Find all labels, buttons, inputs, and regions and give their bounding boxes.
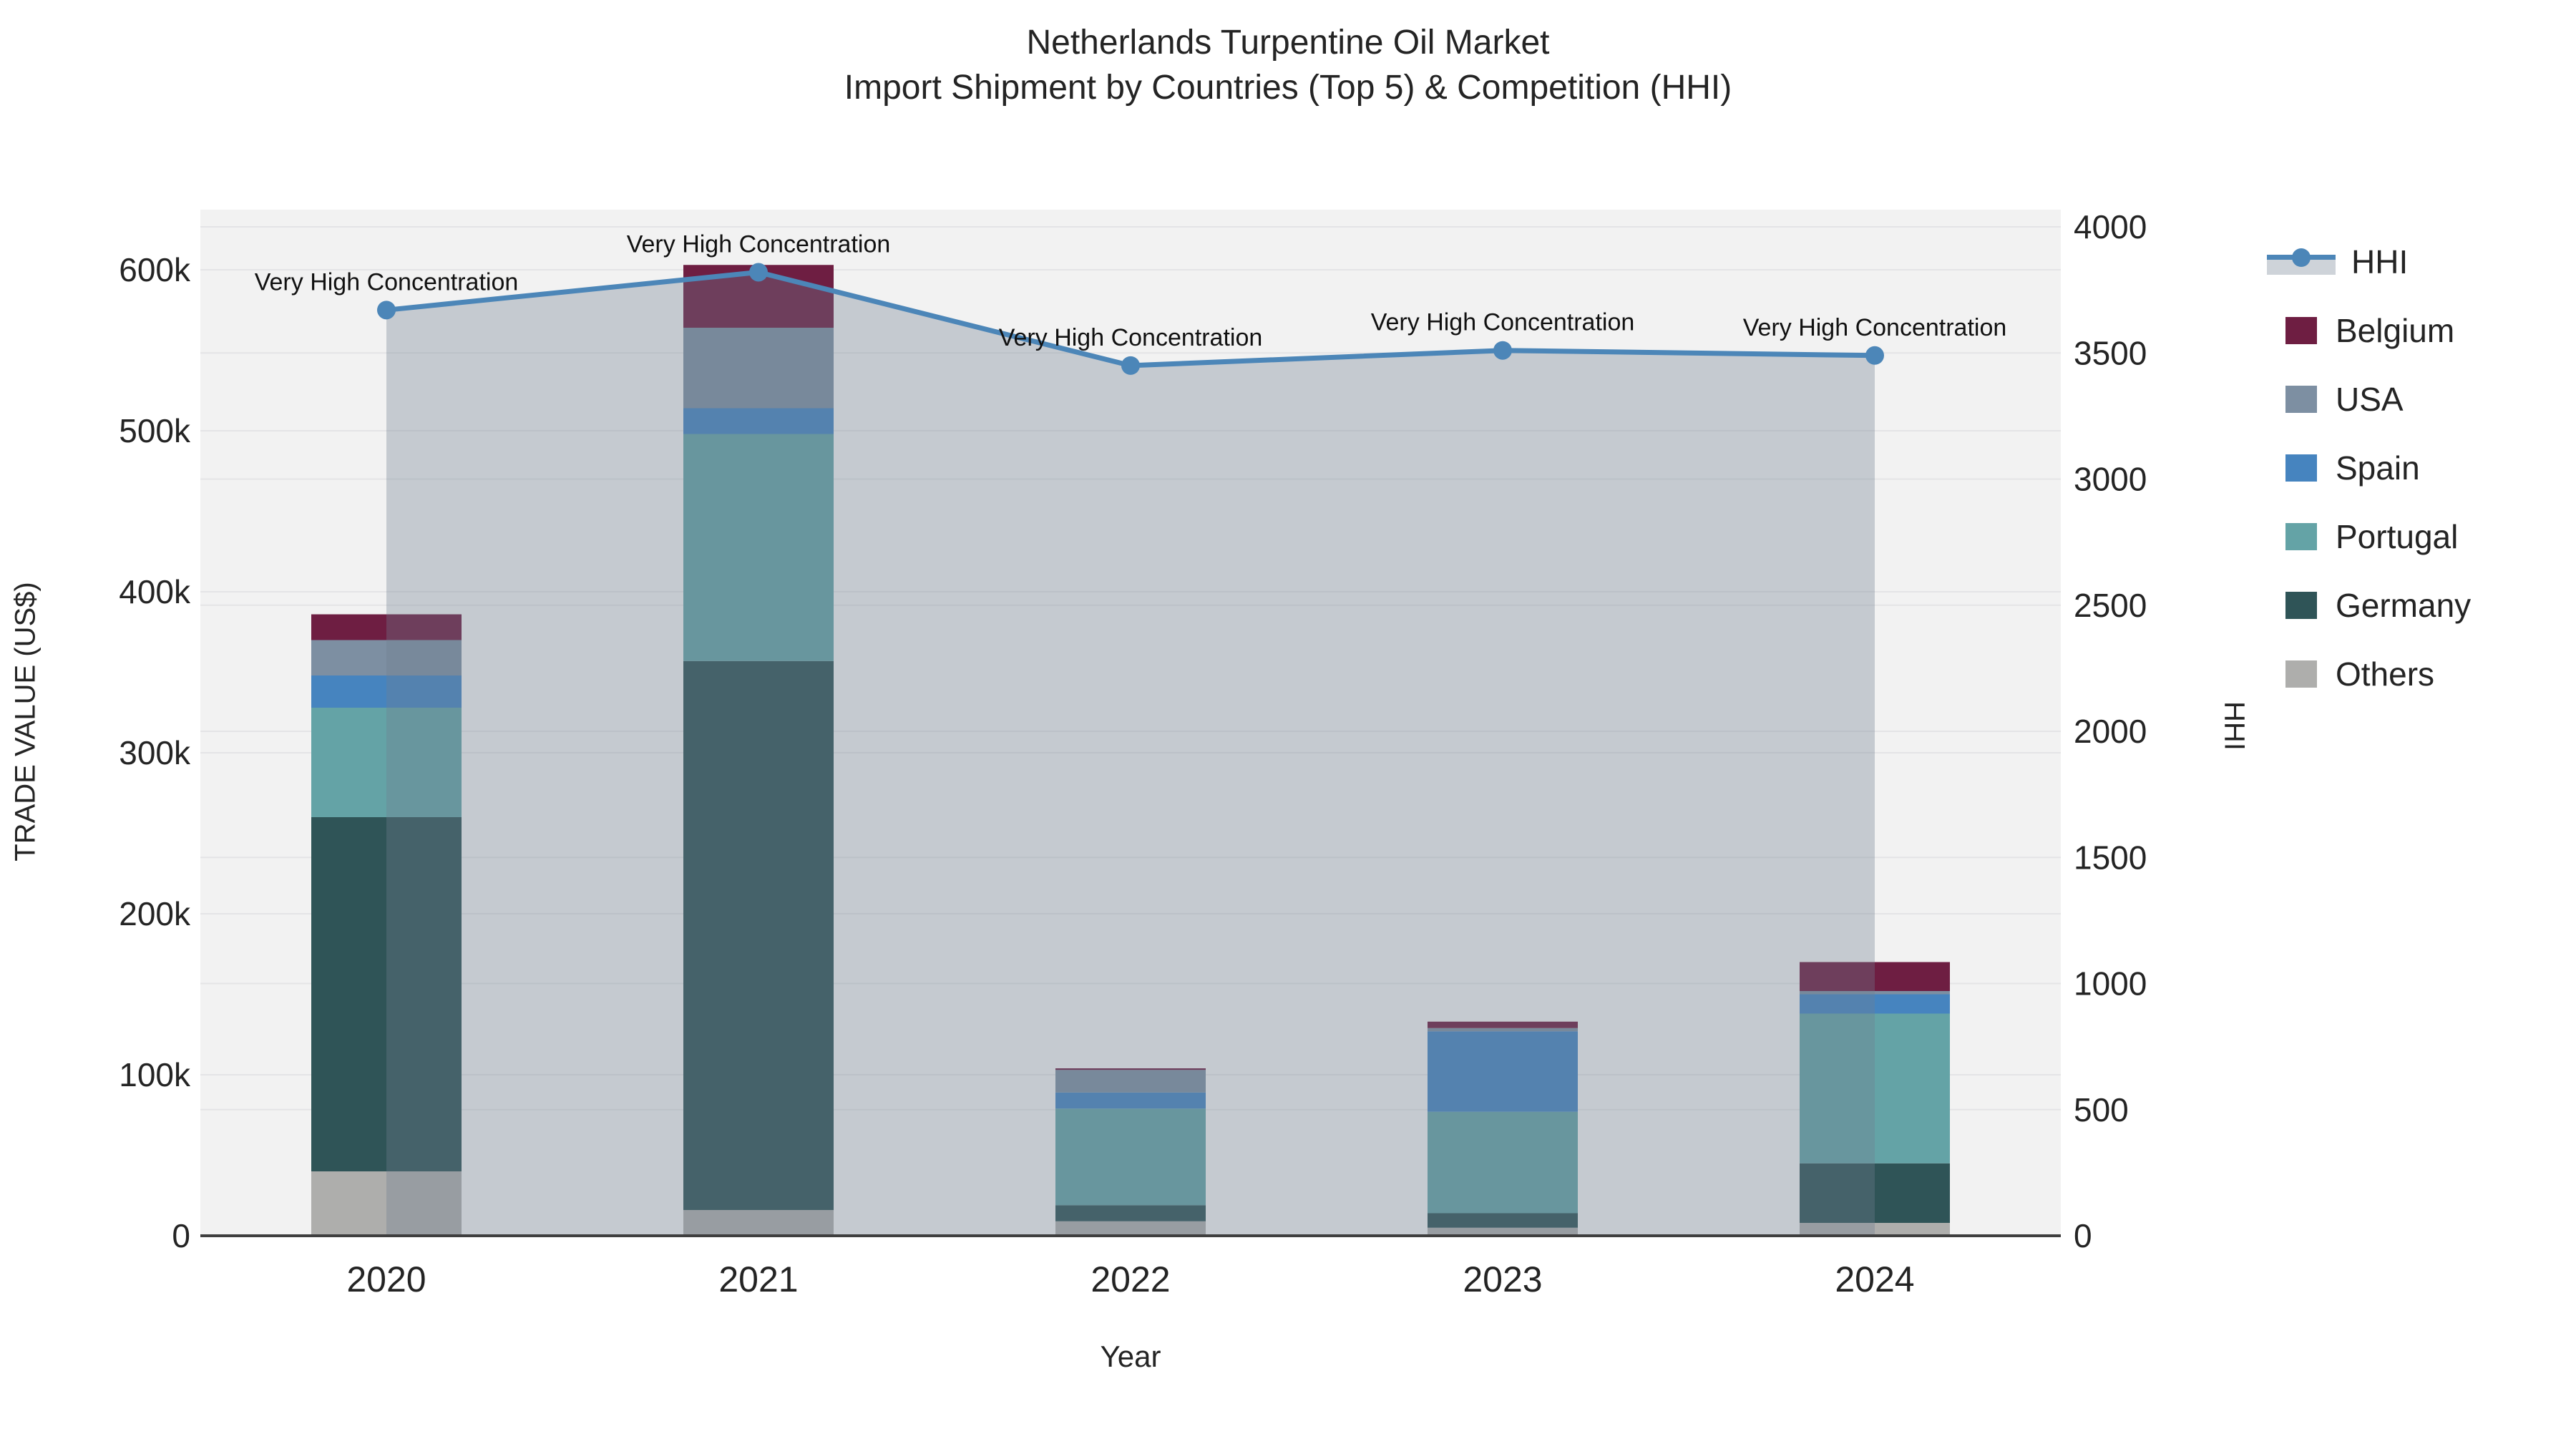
bar-segment-germany-2020[interactable] <box>311 817 462 1171</box>
x-axis-title: Year <box>1100 1340 1161 1373</box>
hhi-annotation-2022: Very High Concentration <box>999 324 1263 351</box>
hhi-point-2022[interactable] <box>1121 356 1140 375</box>
plot-background <box>200 210 2061 1236</box>
bar-segment-spain-2023[interactable] <box>1428 1031 1578 1112</box>
legend-label: Belgium <box>2336 312 2455 349</box>
legend-item-spain[interactable]: Spain <box>2267 434 2471 502</box>
hhi-annotation-2024: Very High Concentration <box>1743 314 2007 341</box>
others-swatch-icon <box>2285 660 2317 688</box>
hhi-point-2024[interactable] <box>1865 346 1884 365</box>
bar-segment-others-2021[interactable] <box>683 1210 834 1236</box>
legend-item-germany[interactable]: Germany <box>2267 571 2471 640</box>
hhi-annotation-2020: Very High Concentration <box>255 268 519 296</box>
bar-segment-portugal-2021[interactable] <box>683 434 834 661</box>
hhi-line-icon <box>2267 248 2336 275</box>
legend-label: HHI <box>2351 243 2409 280</box>
legend-item-belgium[interactable]: Belgium <box>2267 296 2471 365</box>
x-tick-2020[interactable]: 2020 <box>346 1259 426 1299</box>
legend-item-portugal[interactable]: Portugal <box>2267 502 2471 571</box>
y-left-tick: 100k <box>119 1056 191 1093</box>
x-tick-2024[interactable]: 2024 <box>1835 1259 1914 1299</box>
y-left-tick: 400k <box>119 573 191 610</box>
bar-segment-belgium-2022[interactable] <box>1055 1068 1206 1070</box>
y-left-tick: 200k <box>119 895 191 932</box>
bar-segment-portugal-2024[interactable] <box>1800 1013 1950 1163</box>
bar-segment-spain-2022[interactable] <box>1055 1092 1206 1109</box>
bar-segment-spain-2021[interactable] <box>683 408 834 434</box>
legend-item-hhi[interactable]: HHI <box>2267 228 2471 296</box>
bar-segment-others-2020[interactable] <box>311 1171 462 1236</box>
y-right-tick: 3000 <box>2074 461 2147 498</box>
y-right-tick: 3500 <box>2074 334 2147 371</box>
bar-segment-portugal-2023[interactable] <box>1428 1111 1578 1214</box>
hhi-annotation-2023: Very High Concentration <box>1371 309 1635 336</box>
hhi-point-2023[interactable] <box>1493 341 1512 360</box>
bar-segment-others-2024[interactable] <box>1800 1223 1950 1236</box>
bar-segment-belgium-2024[interactable] <box>1800 962 1950 992</box>
bar-segment-usa-2024[interactable] <box>1800 991 1950 995</box>
bar-segment-portugal-2020[interactable] <box>311 708 462 817</box>
bar-segment-usa-2020[interactable] <box>311 640 462 676</box>
hhi-point-2021[interactable] <box>749 263 768 282</box>
chart-title-line2: Import Shipment by Countries (Top 5) & C… <box>844 69 1732 107</box>
bar-segment-portugal-2022[interactable] <box>1055 1108 1206 1206</box>
legend-item-usa[interactable]: USA <box>2267 365 2471 434</box>
x-tick-2023[interactable]: 2023 <box>1463 1259 1542 1299</box>
usa-swatch-icon <box>2285 386 2317 413</box>
hhi-point-2020[interactable] <box>377 301 396 320</box>
chart-title-line1: Netherlands Turpentine Oil Market <box>1026 24 1550 62</box>
y-right-tick: 4000 <box>2074 208 2147 245</box>
legend-label: Portugal <box>2336 518 2459 555</box>
spain-swatch-icon <box>2285 454 2317 482</box>
x-tick-2022[interactable]: 2022 <box>1091 1259 1170 1299</box>
y-right-tick: 500 <box>2074 1091 2129 1128</box>
legend-label: Germany <box>2336 587 2472 624</box>
y-left-tick: 500k <box>119 412 191 449</box>
y-right-tick: 0 <box>2074 1217 2092 1254</box>
bar-segment-germany-2023[interactable] <box>1428 1213 1578 1228</box>
bar-segment-belgium-2023[interactable] <box>1428 1021 1578 1028</box>
legend-label: USA <box>2336 381 2404 418</box>
belgium-swatch-icon <box>2285 317 2317 344</box>
legend-item-others[interactable]: Others <box>2267 640 2471 708</box>
bar-segment-usa-2021[interactable] <box>683 328 834 409</box>
x-tick-2021[interactable]: 2021 <box>718 1259 798 1299</box>
bar-segment-belgium-2020[interactable] <box>311 614 462 640</box>
hhi-area-fill <box>386 272 1875 1236</box>
bar-segment-others-2023[interactable] <box>1428 1227 1578 1236</box>
y-left-tick: 300k <box>119 734 191 771</box>
hhi-annotation-2021: Very High Concentration <box>627 230 891 258</box>
portugal-swatch-icon <box>2285 523 2317 550</box>
y-right-tick: 2000 <box>2074 713 2147 750</box>
bar-segment-spain-2020[interactable] <box>311 675 462 708</box>
y-left-tick: 600k <box>119 251 191 288</box>
y-right-tick: 2500 <box>2074 587 2147 624</box>
chart-title: Netherlands Turpentine Oil Market Import… <box>0 20 2576 111</box>
y-right-tick: 1000 <box>2074 965 2147 1002</box>
bar-segment-germany-2024[interactable] <box>1800 1163 1950 1223</box>
germany-swatch-icon <box>2285 592 2317 619</box>
bar-segment-usa-2022[interactable] <box>1055 1070 1206 1093</box>
y-right-tick: 1500 <box>2074 839 2147 876</box>
bar-segment-others-2022[interactable] <box>1055 1221 1206 1236</box>
bar-segment-germany-2022[interactable] <box>1055 1205 1206 1221</box>
bar-segment-germany-2021[interactable] <box>683 660 834 1210</box>
legend-label: Spain <box>2336 449 2420 487</box>
bar-segment-spain-2024[interactable] <box>1800 994 1950 1014</box>
bar-segment-usa-2023[interactable] <box>1428 1028 1578 1032</box>
legend-label: Others <box>2336 655 2435 693</box>
legend: HHI Belgium USA Spain Portugal Germany O… <box>2267 228 2471 708</box>
y-left-tick: 0 <box>172 1217 190 1254</box>
